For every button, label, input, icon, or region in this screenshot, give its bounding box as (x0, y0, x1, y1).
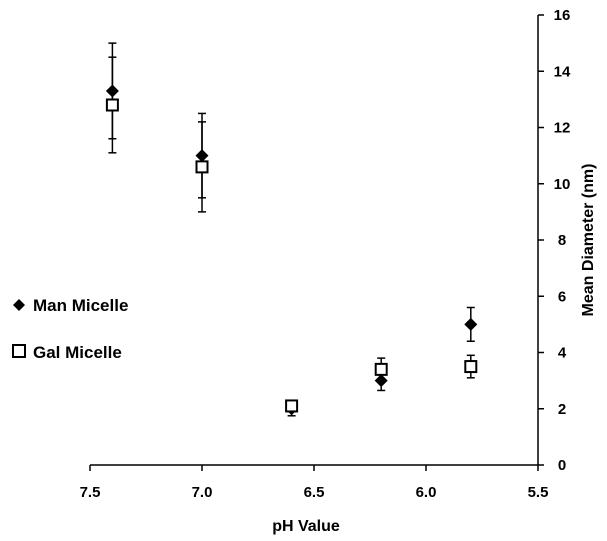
y-tick-label: 16 (554, 7, 571, 24)
data-point-square (105, 98, 119, 112)
x-tick-label: 5.5 (528, 484, 549, 501)
x-ticks: 7.5 7.0 6.5 6.0 5.5 (80, 465, 549, 501)
y-tick-label: 4 (558, 345, 567, 362)
y-tick-label: 8 (558, 232, 566, 249)
data-point-square (464, 360, 478, 374)
data-point-diamond (464, 317, 478, 331)
x-tick-label: 7.5 (80, 484, 101, 501)
x-tick-label: 7.0 (192, 484, 213, 501)
legend-label-man-micelle: Man Micelle (33, 296, 128, 315)
axes: 7.5 7.0 6.5 6.0 5.5 0 2 4 6 8 10 12 14 16 (80, 7, 571, 501)
series-man-micelle (105, 42, 478, 417)
legend-square-marker (12, 344, 26, 358)
y-tick-label: 14 (554, 63, 571, 80)
y-tick-label: 2 (558, 401, 566, 418)
series-gal-micelle (105, 56, 478, 413)
legend-diamond-marker (13, 299, 25, 311)
legend-item-gal-micelle: Gal Micelle (12, 343, 122, 362)
x-axis-title: pH Value (272, 518, 340, 535)
legend-label-gal-micelle: Gal Micelle (33, 343, 122, 362)
x-tick-label: 6.0 (416, 484, 437, 501)
legend-item-man-micelle: Man Micelle (13, 296, 128, 315)
y-tick-label: 12 (554, 120, 571, 137)
y-tick-label: 0 (558, 457, 566, 474)
y-tick-label: 10 (554, 176, 571, 193)
data-point-square (374, 362, 388, 376)
data-marks (105, 42, 478, 417)
y-tick-label: 6 (558, 288, 566, 305)
data-point-square (195, 160, 209, 174)
legend: Man Micelle Gal Micelle (12, 296, 128, 362)
x-tick-label: 6.5 (304, 484, 325, 501)
data-point-square (285, 399, 299, 413)
y-ticks: 0 2 4 6 8 10 12 14 16 (538, 7, 571, 474)
y-axis-title: Mean Diameter (nm) (580, 164, 597, 317)
